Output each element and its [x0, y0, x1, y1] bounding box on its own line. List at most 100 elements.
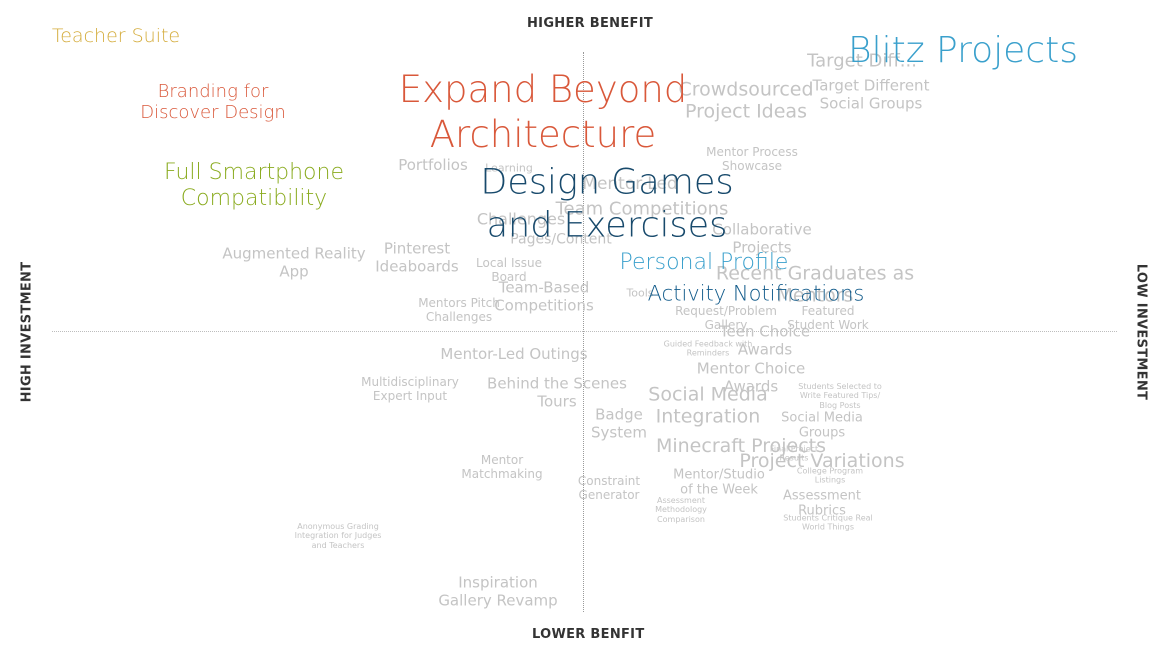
item-line: Competitions [494, 296, 594, 314]
item-line: Team-Based [498, 278, 590, 297]
item-college-program-listings: College Program Listings [797, 467, 863, 486]
item-line: Final Project [769, 444, 819, 454]
item-social-media-groups: Social Media Groups [781, 411, 863, 442]
axis-label-left: HIGH INVESTMENT [19, 261, 35, 403]
item-line: Guided Feedback with [663, 339, 753, 349]
item-mentor-studio-week: Mentor/Studio of the Week [673, 468, 765, 499]
item-line: Results [779, 454, 809, 463]
item-line: Anonymous Grading [297, 521, 379, 531]
vertical-axis-line [583, 52, 584, 612]
item-line: Portfolios [398, 156, 468, 175]
item-collaborative-projects: Collaborative Projects [712, 221, 811, 256]
item-line: Recent Graduates as [715, 262, 915, 285]
item-teen-choice-awards: Teen Choice Awards [720, 323, 810, 358]
item-project-variations: Project Variations [739, 450, 904, 472]
item-line: Tours [537, 392, 577, 410]
item-line: Architecture [429, 113, 657, 156]
item-line: Student Work [787, 318, 869, 332]
item-line: Integration [655, 406, 761, 428]
item-line: Mentors [776, 285, 854, 307]
item-local-issue-board: Local Issue Board [476, 256, 542, 284]
item-line: Local Issue [476, 255, 542, 270]
item-line: Social Media [648, 383, 768, 406]
item-line: Integration for Judges [294, 531, 382, 541]
item-students-selected-tips: Students Selected to Write Featured Tips/… [798, 382, 881, 410]
item-line: Behind the Scenes [487, 374, 627, 393]
item-blitz-projects: Blitz Projects [848, 29, 1078, 73]
item-line: Showcase [722, 159, 782, 173]
item-challenges-small: Challenges [477, 210, 565, 230]
item-line: Pinterest [383, 239, 451, 258]
item-line: Comparison [657, 514, 705, 524]
item-recent-graduates-mentors: Recent Graduates as Mentors [716, 263, 914, 308]
axis-label-top: HIGHER BENEFIT [527, 16, 654, 31]
item-mentor-process-showcase: Mentor Process Showcase [706, 145, 798, 173]
item-line: Methodology [655, 505, 707, 515]
item-line: Challenges [425, 310, 493, 324]
item-target-different-social-groups: Target Different Social Groups [813, 77, 930, 112]
item-personal-profile: Personal Profile [620, 250, 789, 276]
item-line: Reminders [686, 349, 730, 358]
item-line: Blog Posts [819, 400, 861, 410]
item-students-critique-real-world: Students Critique Real World Things [783, 514, 873, 533]
item-line: Constraint [577, 473, 641, 488]
item-line: App [279, 262, 309, 280]
item-mentors-pitch-challenges: Mentors Pitch Challenges [418, 296, 500, 324]
item-line: Teacher Suite [51, 24, 181, 47]
item-line: Board [491, 270, 527, 284]
item-line: of the Week [680, 483, 758, 498]
item-line: Badge [595, 405, 643, 424]
item-line: Minecraft Projects [655, 434, 827, 457]
item-line: Crowdsourced [678, 78, 814, 101]
item-mentor-matchmaking: Mentor Matchmaking [461, 453, 542, 481]
item-learning: Learning [485, 161, 533, 176]
item-line: Generator [578, 488, 640, 502]
item-line: Pages/Content [510, 231, 612, 248]
item-line: Featured [801, 303, 855, 318]
item-line: Groups [798, 426, 846, 441]
item-line: Activity Notifications [647, 281, 865, 306]
item-line: System [591, 423, 647, 441]
item-line: Learning [485, 161, 533, 175]
item-portfolios: Portfolios [398, 156, 468, 175]
item-line: Multidisciplinary [361, 374, 459, 389]
item-line: Design Games [480, 162, 734, 203]
axis-label-right: LOW INVESTMENT [1133, 263, 1149, 401]
item-multidisciplinary-expert-input: Multidisciplinary Expert Input [361, 375, 459, 403]
item-line: Expert Input [372, 389, 448, 403]
item-design-games-exercises: Design Games and Exercises [480, 161, 733, 246]
item-line: Target Diff... [807, 50, 917, 72]
horizontal-axis-line [52, 331, 1117, 332]
item-line: Collaborative [712, 220, 812, 239]
item-assessment-methodology-comparison: Assessment Methodology Comparison [655, 496, 707, 524]
item-line: Team Competitions [555, 198, 729, 220]
item-augmented-reality-app: Augmented Reality App [222, 245, 365, 280]
item-line: Listings [814, 476, 846, 485]
item-line: Students Critique Real [783, 513, 873, 523]
item-team-competitions: Team Competitions [556, 198, 729, 219]
item-guided-feedback-reminders: Guided Feedback with Reminders [664, 340, 753, 359]
item-line: Discover Design [140, 102, 286, 123]
item-line: Ideaboards [375, 257, 459, 275]
item-line: Students Selected to [798, 381, 882, 391]
item-line: Social Groups [819, 94, 923, 112]
item-line: Mentor [480, 452, 524, 467]
item-badge-system: Badge System [591, 406, 647, 441]
item-line: Assessment [783, 488, 861, 504]
item-line: Projects [732, 238, 792, 256]
item-target-diff: Target Diff... [807, 50, 917, 71]
item-line: Branding for [157, 80, 269, 102]
item-line: Project Variations [739, 449, 905, 472]
item-line: Compatibility [180, 186, 328, 211]
item-request-problem-gallery: Request/Problem Gallery [675, 304, 777, 332]
item-line: Matchmaking [461, 467, 543, 481]
item-minecraft-projects: Minecraft Projects [656, 435, 826, 457]
item-anonymous-grading: Anonymous Grading Integration for Judges a… [295, 522, 382, 550]
item-line: Assessment [656, 495, 705, 505]
item-mentor-led: Mentor-Led [582, 174, 677, 194]
item-line: Full Smartphone [163, 160, 345, 186]
item-crowdsourced-project-ideas: Crowdsourced Project Ideas [678, 79, 813, 124]
item-inspiration-gallery-revamp: Inspiration Gallery Revamp [438, 574, 557, 609]
axis-label-bottom: LOWER BENFIT [532, 627, 645, 642]
item-line: Augmented Reality [222, 244, 366, 263]
